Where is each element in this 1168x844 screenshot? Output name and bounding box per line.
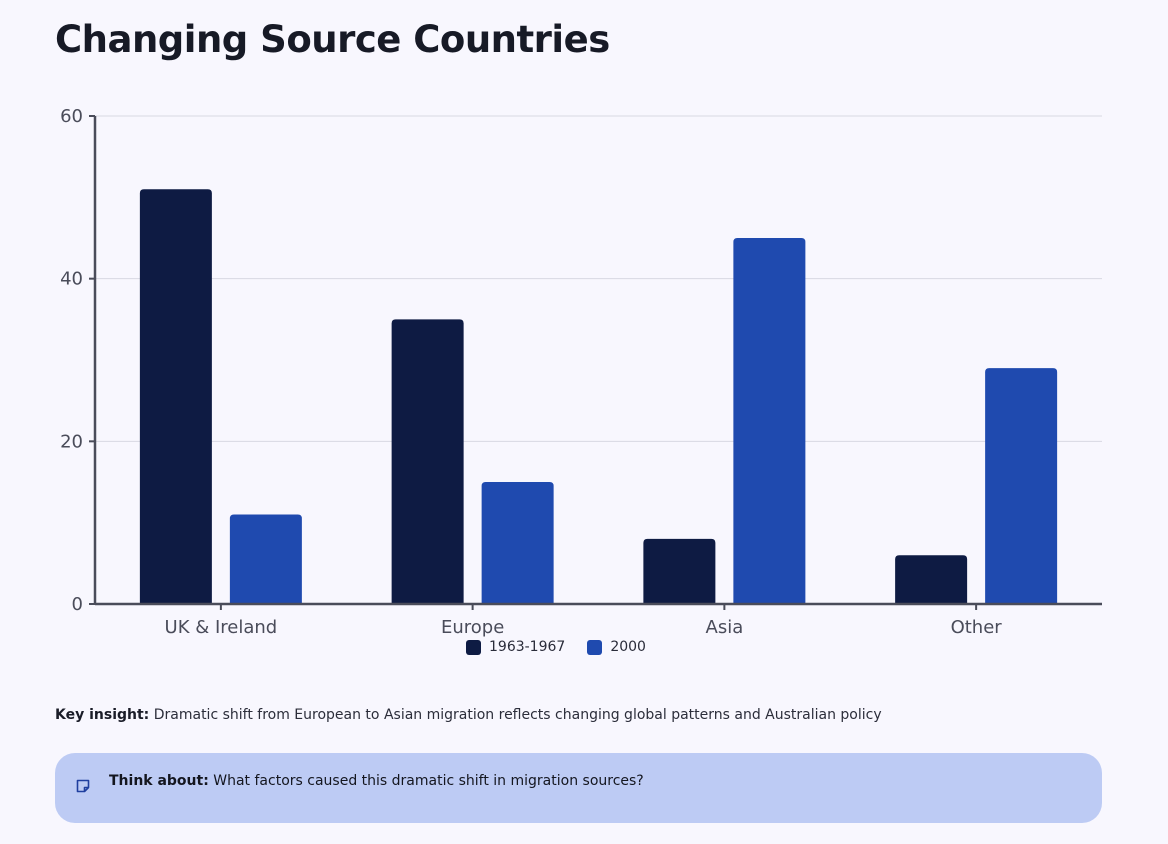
legend-item-1963-1967[interactable]: 1963-1967 (466, 639, 565, 655)
think-about-label: Think about: (109, 773, 209, 789)
y-tick-label-60: 60 (60, 106, 83, 127)
grid-lines (95, 115, 1102, 442)
think-about-box: Think about: What factors caused this dr… (55, 753, 1102, 823)
key-insight: Key insight: Dramatic shift from Europea… (55, 707, 882, 723)
note-icon (76, 779, 90, 793)
legend-item-2000[interactable]: 2000 (587, 639, 646, 655)
bar-europe-1963-1967[interactable] (391, 319, 464, 604)
key-insight-text: Dramatic shift from European to Asian mi… (153, 707, 882, 723)
think-about-question: What factors caused this dramatic shift … (213, 773, 644, 789)
y-tick-label-0: 0 (72, 594, 83, 615)
y-tick-label-20: 20 (60, 431, 83, 452)
bar-chart: 0 20 40 60 UK & Ireland Europe Asia Other (60, 106, 1102, 638)
bar-other-2000[interactable] (985, 368, 1058, 604)
bar-uk-ireland-1963-1967[interactable] (139, 189, 212, 604)
x-tick-label-europe: Europe (441, 617, 504, 638)
axes: 0 20 40 60 UK & Ireland Europe Asia Other (60, 106, 1102, 638)
x-tick-label-uk-ireland: UK & Ireland (165, 617, 278, 638)
legend-label-1963-1967: 1963-1967 (489, 639, 566, 655)
x-tick-label-other: Other (951, 617, 1003, 638)
legend-swatch-1963-1967 (466, 639, 481, 655)
y-tick-label-40: 40 (60, 269, 83, 290)
bar-asia-2000[interactable] (733, 238, 806, 604)
bars (139, 189, 1058, 604)
bar-other-1963-1967[interactable] (895, 555, 968, 604)
legend-label-2000: 2000 (610, 639, 646, 655)
key-insight-label: Key insight: (55, 707, 150, 723)
bar-asia-1963-1967[interactable] (643, 538, 716, 604)
legend-swatch-2000 (587, 639, 603, 655)
bar-uk-ireland-2000[interactable] (229, 514, 302, 604)
page-title: Changing Source Countries (55, 18, 610, 61)
chart-legend: 1963-1967 2000 (466, 639, 668, 655)
x-tick-label-asia: Asia (706, 617, 744, 638)
think-about-text: Think about: What factors caused this dr… (109, 773, 644, 789)
bar-europe-2000[interactable] (481, 482, 554, 604)
